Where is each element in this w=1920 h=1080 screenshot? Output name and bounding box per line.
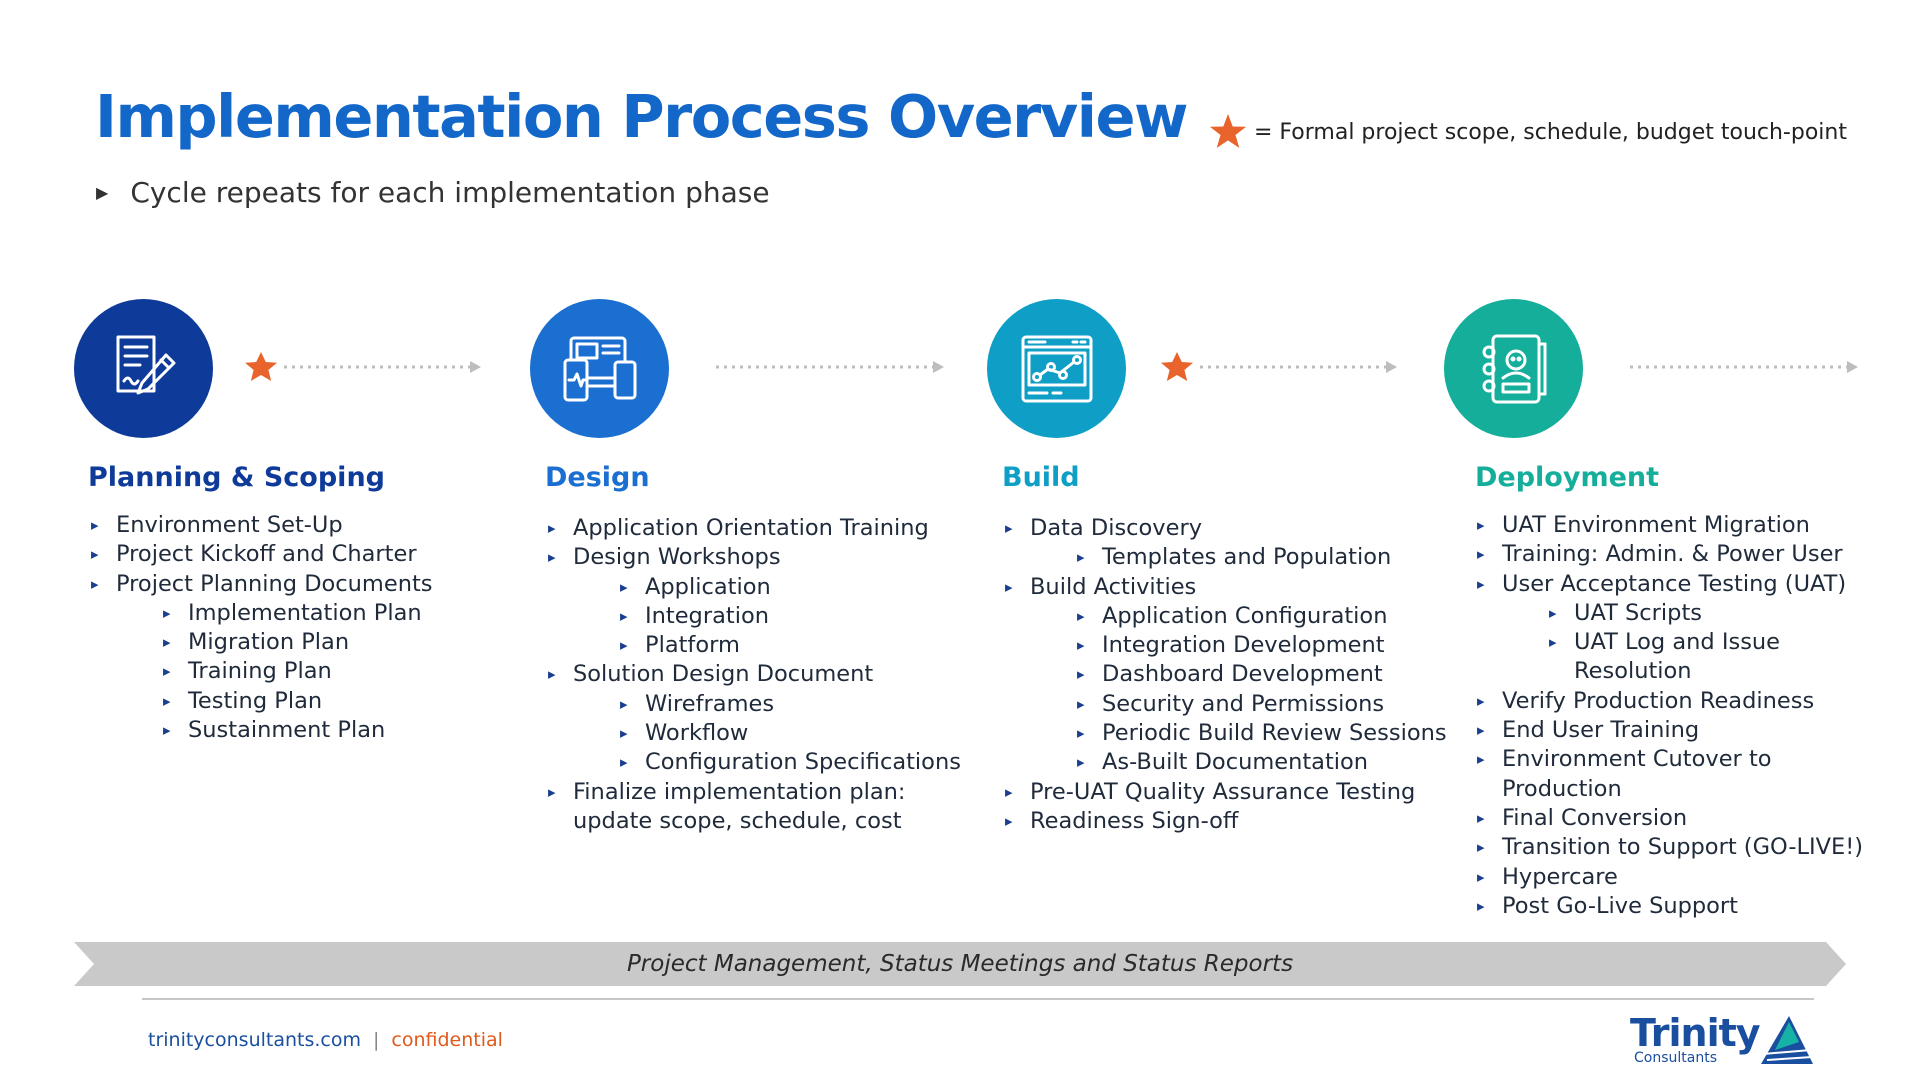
touchpoint-star-icon <box>1161 352 1193 381</box>
list-item: End User Training <box>1475 716 1863 746</box>
list-item: Resolution <box>1574 658 1692 685</box>
list-item: Project Kickoff and Charter <box>89 540 433 570</box>
list-item: Finalize implementation plan: <box>546 778 961 808</box>
deployment-item-list: UAT Environment MigrationTraining: Admin… <box>1475 511 1863 921</box>
browser-chart-icon <box>1021 335 1092 402</box>
list-item: Production <box>1502 775 1622 802</box>
list-item: Environment Cutover to <box>1475 745 1863 775</box>
list-item: Pre-UAT Quality Assurance Testing <box>1003 778 1447 808</box>
phase-title-planning: Planning & Scoping <box>88 462 385 493</box>
connector-planning-design <box>238 352 483 382</box>
page-title: Implementation Process Overview <box>95 82 1189 151</box>
list-item: Integration <box>618 602 961 632</box>
band-label: Project Management, Status Meetings and … <box>626 951 1294 977</box>
list-item: Sustainment Plan <box>161 716 433 746</box>
list-item: Testing Plan <box>161 687 433 717</box>
list-item: Application Configuration <box>1075 602 1447 632</box>
band-arrow-shape <box>74 942 1846 986</box>
list-item: Environment Set-Up <box>89 511 433 541</box>
list-item: UAT Log and Issue <box>1547 628 1863 658</box>
list-item: Workflow <box>618 719 961 749</box>
list-item: Verify Production Readiness <box>1475 687 1863 717</box>
subtitle-text: Cycle repeats for each implementation ph… <box>130 176 770 209</box>
list-item: Build Activities <box>1003 573 1447 603</box>
bullet-triangle-icon: ▶ <box>96 183 109 202</box>
list-item: Dashboard Development <box>1075 660 1447 690</box>
list-item: Platform <box>618 631 961 661</box>
list-item: Wireframes <box>618 690 961 720</box>
design-icon-circle <box>530 299 669 438</box>
logo-tagline: Consultants <box>1634 1050 1717 1066</box>
footer-divider <box>142 998 1814 1000</box>
planning-icon-circle <box>74 299 213 438</box>
footer-confidential: confidential <box>391 1029 503 1051</box>
connector-design-build <box>716 352 946 382</box>
list-item: Periodic Build Review Sessions <box>1075 719 1447 749</box>
build-icon-circle <box>987 299 1126 438</box>
phase-title-build: Build <box>1002 462 1080 493</box>
list-item: User Acceptance Testing (UAT) <box>1475 570 1863 600</box>
company-logo: Trinity Consultants <box>1630 1012 1820 1068</box>
list-item: Final Conversion <box>1475 804 1863 834</box>
planning-item-list: Environment Set-UpProject Kickoff and Ch… <box>89 511 433 746</box>
logo-brand: Trinity <box>1630 1011 1761 1055</box>
list-item: Security and Permissions <box>1075 690 1447 720</box>
touchpoint-legend: = Formal project scope, schedule, budget… <box>1208 112 1847 152</box>
list-item: Configuration Specifications <box>618 748 961 778</box>
list-item: Training Plan <box>161 657 433 687</box>
list-item: Transition to Support (GO-LIVE!) <box>1475 833 1863 863</box>
list-item: As-Built Documentation <box>1075 748 1447 778</box>
connector-deployment-next <box>1630 352 1860 382</box>
list-item: Training: Admin. & Power User <box>1475 540 1863 570</box>
list-item: Application <box>618 573 961 603</box>
phase-title-deployment: Deployment <box>1475 462 1660 493</box>
deployment-icon-circle <box>1444 299 1583 438</box>
list-item: UAT Environment Migration <box>1475 511 1863 541</box>
touchpoint-star-icon <box>245 352 277 381</box>
list-item: Data Discovery <box>1003 514 1447 544</box>
logo-mark-icon <box>1761 1016 1813 1064</box>
legend-text: = Formal project scope, schedule, budget… <box>1254 119 1847 145</box>
footer-separator: | <box>373 1029 380 1051</box>
list-item: Post Go-Live Support <box>1475 892 1863 922</box>
list-item: Migration Plan <box>161 628 433 658</box>
phase-title-design: Design <box>545 462 650 493</box>
footer: trinityconsultants.com | confidential <box>148 1029 503 1051</box>
list-item: Application Orientation Training <box>546 514 961 544</box>
list-item: Readiness Sign-off <box>1003 807 1447 837</box>
document-pen-icon <box>116 335 175 394</box>
star-icon <box>1208 112 1248 152</box>
subtitle: ▶ Cycle repeats for each implementation … <box>96 176 770 209</box>
list-item: Templates and Population <box>1075 543 1447 573</box>
design-item-list: Application Orientation TrainingDesign W… <box>546 514 961 836</box>
list-item: Solution Design Document <box>546 660 961 690</box>
list-item: Hypercare <box>1475 863 1863 893</box>
list-item: update scope, schedule, cost <box>573 807 902 834</box>
project-management-band: Project Management, Status Meetings and … <box>74 942 1846 986</box>
devices-icon <box>563 336 636 401</box>
connector-build-deployment <box>1154 352 1399 382</box>
list-item: Implementation Plan <box>161 599 433 629</box>
footer-site-link[interactable]: trinityconsultants.com <box>148 1029 361 1051</box>
list-item: UAT Scripts <box>1547 599 1863 629</box>
list-item: Integration Development <box>1075 631 1447 661</box>
list-item: Design Workshops <box>546 543 961 573</box>
build-item-list: Data DiscoveryTemplates and PopulationBu… <box>1003 514 1447 837</box>
list-item: Project Planning Documents <box>89 570 433 600</box>
address-book-icon <box>1482 334 1546 403</box>
